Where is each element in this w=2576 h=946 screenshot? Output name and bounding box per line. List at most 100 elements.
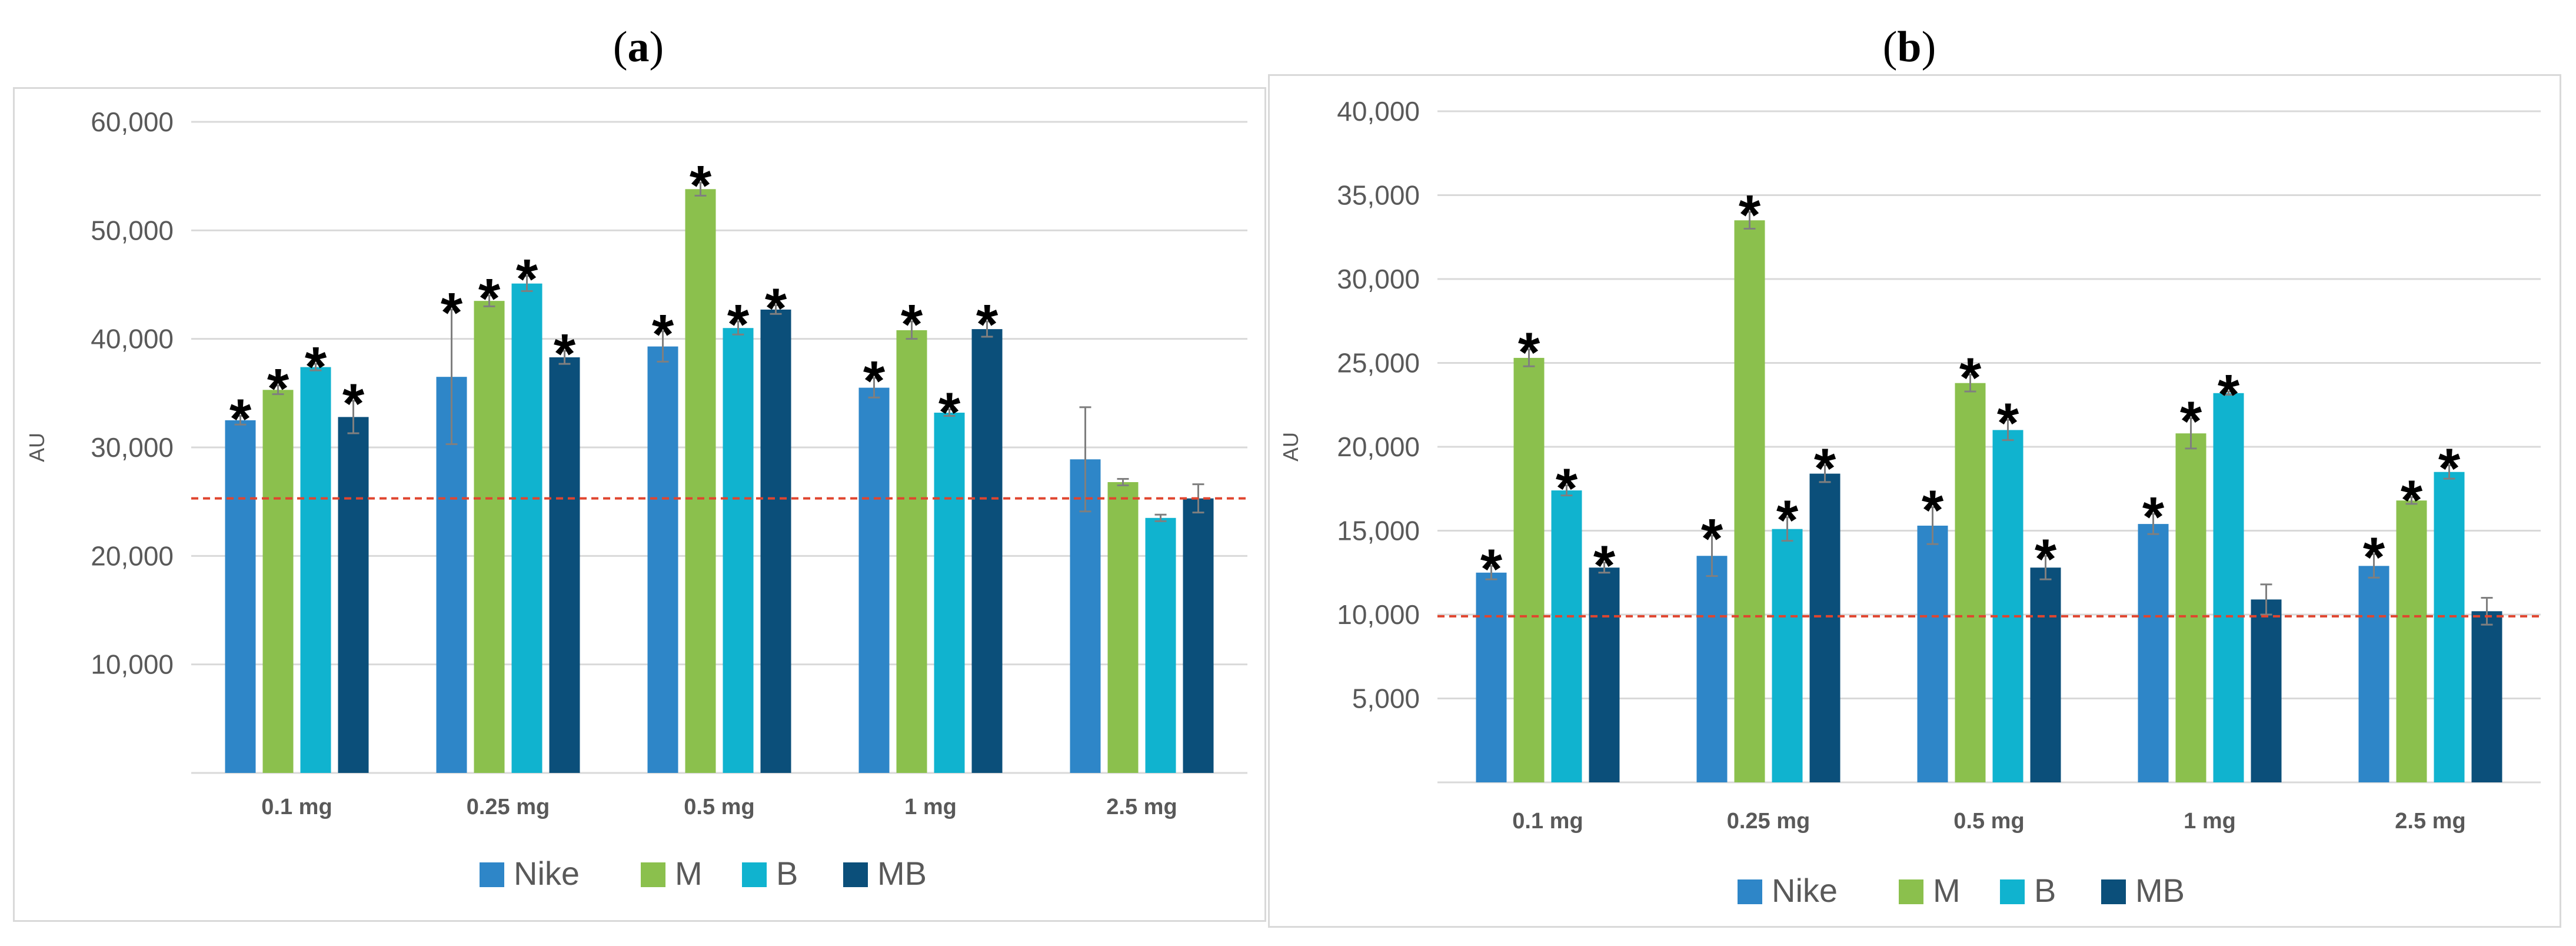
panel-a-title: (a) — [613, 23, 664, 71]
chart-b-significance-star: * — [1593, 535, 1616, 598]
chart-a-bar-mb-2 — [760, 309, 791, 773]
chart-b-significance-star: * — [1480, 537, 1503, 600]
chart-b-significance-star: * — [2401, 469, 2423, 532]
chart-b-category-label: 2.5 mg — [2395, 809, 2465, 834]
chart-a-category-label: 0.5 mg — [684, 795, 754, 819]
chart-a-ytick-label: 40,000 — [91, 324, 174, 354]
chart-a-significance-star: * — [229, 388, 252, 451]
chart-b-significance-star: * — [1997, 391, 2019, 454]
chart-a-bar-b-0 — [300, 367, 331, 773]
panel-b-title: (b) — [1882, 23, 1936, 71]
chart-b-legend-swatch-nike — [1738, 879, 1762, 904]
chart-a-legend-label-nike: Nike — [514, 855, 580, 892]
chart-a-legend-label-mb: MB — [877, 855, 927, 892]
chart-a-legend-label-b: B — [776, 855, 798, 892]
chart-b-legend-label-m: M — [1933, 872, 1961, 909]
chart-a-significance-star: * — [441, 281, 463, 344]
chart-b-legend-label-nike: Nike — [1772, 872, 1838, 909]
chart-b-category-label: 1 mg — [2184, 809, 2236, 834]
chart-b-significance-star: * — [2180, 390, 2202, 453]
chart-a-category-label: 2.5 mg — [1106, 795, 1177, 819]
chart-b-bar-nike-2 — [1917, 525, 1948, 782]
chart-a-significance-star: * — [727, 293, 750, 356]
chart-b-bar-b-0 — [1551, 490, 1582, 782]
chart-a-legend-swatch-nike — [480, 862, 504, 887]
chart-a-significance-star: * — [554, 323, 576, 386]
chart-b-category-label: 0.25 mg — [1727, 809, 1810, 834]
chart-a-significance-star: * — [305, 336, 327, 399]
chart-a-significance-star: * — [478, 267, 501, 330]
chart-a-ytick-label: 10,000 — [91, 649, 174, 680]
chart-b-ytick-label: 40,000 — [1337, 96, 1420, 127]
chart-b-legend-swatch-b — [2000, 879, 2025, 904]
chart-b-significance-star: * — [1922, 479, 1944, 542]
chart-b-bar-nike-4 — [2358, 566, 2389, 782]
chart-a-bar-b-3 — [934, 413, 965, 773]
chart-b-significance-star: * — [2035, 527, 2057, 590]
chart-b-ytick-label: 10,000 — [1337, 599, 1420, 630]
chart-a-category-label: 0.1 mg — [261, 795, 332, 819]
chart-a-legend-label-m: M — [675, 855, 703, 892]
chart-a-legend-swatch-m — [641, 862, 665, 887]
chart-a-bar-mb-4 — [1183, 498, 1214, 773]
chart-a-bar-m-1 — [474, 301, 505, 773]
chart-b-ytick-label: 15,000 — [1337, 516, 1420, 546]
chart-a-significance-star: * — [901, 293, 923, 356]
chart-a-ytick-label: 30,000 — [91, 432, 174, 463]
chart-b-ytick-label: 25,000 — [1337, 348, 1420, 379]
chart-a-significance-star: * — [690, 154, 712, 217]
chart-b-significance-star: * — [1776, 489, 1799, 552]
chart-b-bar-mb-0 — [1589, 567, 1620, 782]
chart-b-bar-m-1 — [1734, 220, 1765, 782]
chart-b-significance-star: * — [1556, 457, 1578, 520]
chart-b-ytick-label: 35,000 — [1337, 180, 1420, 211]
chart-b-significance-star: * — [2218, 363, 2240, 426]
chart-b-category-label: 0.5 mg — [1953, 809, 2024, 834]
chart-b-legend-label-b: B — [2034, 872, 2056, 909]
chart-b-bar-b-3 — [2213, 393, 2244, 782]
chart-b-significance-star: * — [2363, 526, 2385, 589]
chart-b-legend-swatch-m — [1899, 879, 1923, 904]
chart-a-ytick-label: 60,000 — [91, 107, 174, 137]
chart-b-significance-star: * — [2438, 437, 2461, 500]
chart-b-bar-nike-0 — [1476, 572, 1507, 782]
chart-b-frame: 5,000 10,000 15,000 20,000 25,000 30,000 35,00… — [1268, 74, 2561, 928]
chart-a-significance-star: * — [863, 350, 886, 413]
chart-a-bar-nike-3 — [858, 387, 890, 773]
chart-a-bar-b-1 — [511, 283, 543, 773]
chart-a-category-label: 1 mg — [904, 795, 957, 819]
chart-b-category-label: 0.1 mg — [1512, 809, 1583, 834]
chart-a-y-axis-label: AU — [25, 433, 49, 462]
chart-a-bar-mb-3 — [971, 329, 1003, 773]
chart-b-significance-star: * — [1959, 346, 1982, 409]
chart-b-legend-swatch-mb — [2101, 879, 2126, 904]
chart-a-bar-m-4 — [1107, 482, 1139, 773]
chart-b: 5,000 10,000 15,000 20,000 25,000 30,000 35,00… — [1279, 96, 2541, 909]
chart-a-legend-swatch-b — [742, 862, 767, 887]
chart-a-legend-swatch-mb — [843, 862, 868, 887]
chart-a-bar-b-4 — [1145, 517, 1176, 773]
chart-b-bar-mb-3 — [2251, 599, 2282, 782]
chart-b-bar-m-4 — [2396, 500, 2427, 782]
panel-a-letter: a — [627, 23, 650, 71]
chart-a-ytick-label: 20,000 — [91, 540, 174, 571]
chart-a-significance-star: * — [938, 381, 961, 444]
chart-b-bar-m-3 — [2175, 433, 2206, 782]
chart-a-bar-m-2 — [685, 189, 716, 773]
chart-b-y-axis-label: AU — [1279, 432, 1303, 462]
chart-b-bar-mb-4 — [2471, 611, 2502, 782]
chart-a-significance-star: * — [765, 277, 787, 340]
chart-b-bar-b-1 — [1772, 529, 1803, 782]
chart-b-ytick-label: 20,000 — [1337, 431, 1420, 462]
chart-a-significance-star: * — [342, 373, 365, 436]
chart-a-significance-star: * — [976, 293, 999, 356]
chart-a-significance-star: * — [516, 248, 538, 311]
chart-a-bar-nike-0 — [225, 420, 256, 773]
chart-a-bar-b-2 — [723, 328, 754, 773]
chart-a-bar-m-0 — [262, 390, 294, 773]
chart-a-bar-mb-1 — [549, 357, 580, 773]
chart-b-significance-star: * — [1701, 507, 1723, 570]
chart-b-bar-b-4 — [2434, 472, 2465, 782]
chart-b-significance-star: * — [1739, 184, 1761, 247]
chart-b-bar-mb-1 — [1809, 473, 1841, 782]
